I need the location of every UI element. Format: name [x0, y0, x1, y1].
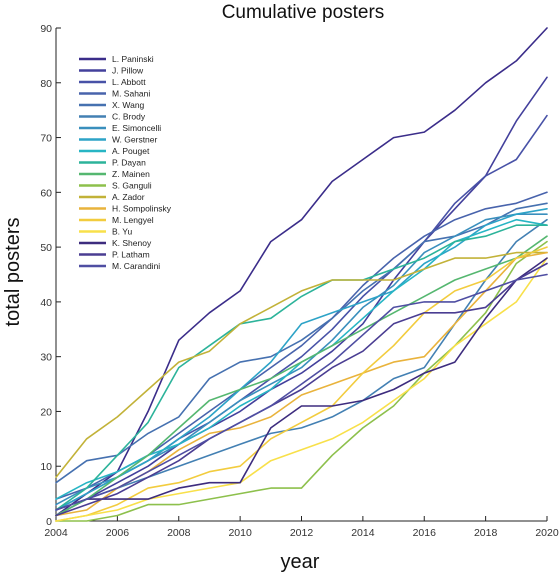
chart-title: Cumulative posters: [222, 2, 385, 23]
legend-label: Z. Mainen: [112, 169, 150, 179]
series-line-17: [55, 257, 548, 511]
legend-label: H. Sompolinsky: [112, 204, 172, 214]
y-tick-label: 70: [40, 133, 52, 145]
legend-label: L. Paninski: [112, 54, 154, 64]
legend-label: P. Dayan: [112, 158, 146, 168]
legend-label: M. Lengyel: [112, 215, 154, 225]
axes: 2004 2006 2008 2010 2012 2014 2016 2018 2020 0 10 2…: [40, 23, 559, 539]
series-line-15: [55, 246, 548, 522]
y-tick-label: 50: [40, 242, 52, 254]
series-line-1: [55, 27, 548, 517]
x-tick-label: 2018: [474, 527, 498, 539]
legend-label: A. Zador: [112, 192, 145, 202]
y-tick-label: 90: [40, 23, 52, 35]
y-tick-label: 0: [46, 516, 52, 528]
series-line-13: [55, 251, 548, 479]
x-tick-label: 2016: [413, 527, 437, 539]
series-line-12: [55, 240, 548, 522]
legend-label: E. Simoncelli: [112, 123, 161, 133]
y-tick-label: 40: [40, 297, 52, 309]
legend-label: W. Gerstner: [112, 135, 158, 145]
legend-label: P. Latham: [112, 250, 150, 260]
legend-label: B. Yu: [112, 227, 132, 237]
legend-label: X. Wang: [112, 100, 145, 110]
legend-label: S. Ganguli: [112, 181, 152, 191]
y-tick-label: 60: [40, 187, 52, 199]
series-line-19: [55, 273, 548, 511]
legend-label: C. Brody: [112, 112, 146, 122]
series-line-10: [55, 224, 548, 511]
x-tick-label: 2004: [44, 527, 68, 539]
y-tick-label: 80: [40, 78, 52, 90]
x-tick-label: 2010: [228, 527, 252, 539]
y-axis-label: total posters: [2, 218, 24, 327]
series-line-11: [55, 235, 548, 517]
series-line-18: [55, 262, 548, 517]
legend-label: K. Shenoy: [112, 238, 152, 248]
legend-label: J. Pillow: [112, 66, 144, 76]
x-tick-label: 2020: [535, 527, 559, 539]
x-tick-label: 2012: [290, 527, 314, 539]
series-line-6: [55, 218, 548, 517]
x-axis-label: year: [281, 551, 320, 573]
y-tick-label: 10: [40, 461, 52, 473]
x-tick-label: 2014: [351, 527, 375, 539]
legend-label: L. Abbott: [112, 77, 146, 87]
y-tick-label: 30: [40, 352, 52, 364]
legend-label: M. Carandini: [112, 261, 160, 271]
x-tick-label: 2008: [167, 527, 191, 539]
series-line-2: [55, 76, 548, 517]
legend-label: M. Sahani: [112, 89, 150, 99]
series-lines: [55, 27, 548, 522]
series-line-5: [55, 202, 548, 484]
legend-label: A. Pouget: [112, 146, 150, 156]
y-tick-label: 20: [40, 406, 52, 418]
x-tick-label: 2006: [106, 527, 130, 539]
series-line-16: [55, 257, 548, 522]
